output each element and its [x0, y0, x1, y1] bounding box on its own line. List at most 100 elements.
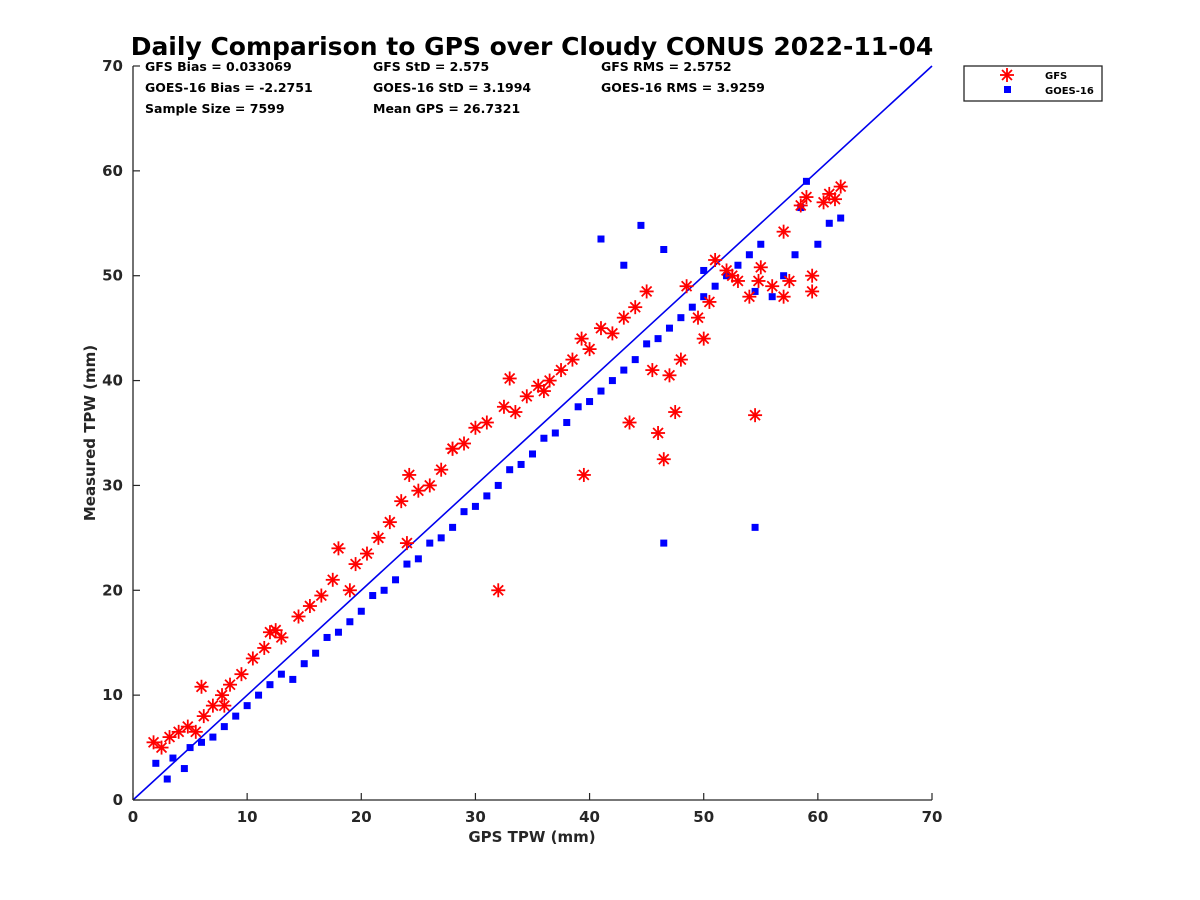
goes16-point: [688, 303, 696, 311]
gfs-point: [816, 195, 831, 210]
goes16-point: [169, 754, 177, 762]
goes16-point: [745, 251, 753, 259]
goes16-point: [277, 670, 285, 678]
gfs-point: [268, 623, 283, 638]
y-tick-label: 50: [102, 267, 123, 285]
y-tick-label: 20: [102, 581, 123, 599]
gfs-point: [645, 363, 660, 378]
goes16-point: [751, 523, 759, 531]
legend-gfs-asterisk: [1000, 68, 1014, 82]
gfs-point: [291, 609, 306, 624]
x-axis-ticks: 0 10 20 30 40 50 60 70: [128, 793, 942, 826]
goes16-point: [608, 377, 616, 385]
goes16-point: [643, 340, 651, 348]
gfs-point: [536, 384, 551, 399]
stat-gfs-rms: GFS RMS = 2.5752: [601, 59, 732, 74]
goes16-point: [380, 586, 388, 594]
x-tick-label: 30: [465, 808, 486, 826]
gfs-point: [751, 273, 766, 288]
goes16-point: [700, 293, 708, 301]
gfs-point: [196, 709, 211, 724]
goes16-point: [334, 628, 342, 636]
goes16-point: [660, 539, 668, 547]
goes16-point: [654, 335, 662, 343]
goes16-point: [460, 508, 468, 516]
gfs-point: [257, 640, 272, 655]
gfs-point: [245, 651, 260, 666]
goes16-point: [403, 560, 411, 568]
y-tick-label: 0: [113, 791, 123, 809]
gfs-point: [622, 415, 637, 430]
goes16-point: [700, 266, 708, 274]
goes16-point: [437, 534, 445, 542]
goes16-point: [232, 712, 240, 720]
gfs-point: [215, 688, 230, 703]
y-tick-label: 30: [102, 476, 123, 494]
x-tick-label: 50: [693, 808, 714, 826]
y-tick-label: 70: [102, 57, 123, 75]
goes16-point: [597, 235, 605, 243]
gfs-point: [180, 719, 195, 734]
goes16-point: [426, 539, 434, 547]
gfs-point: [382, 515, 397, 530]
goes16-point: [540, 434, 548, 442]
gfs-point: [656, 452, 671, 467]
gfs-point: [799, 190, 814, 205]
stat-goes16-bias: GOES-16 Bias = -2.2751: [145, 80, 313, 95]
stat-gfs-bias: GFS Bias = 0.033069: [145, 59, 292, 74]
gfs-point: [782, 273, 797, 288]
gfs-point: [502, 371, 517, 386]
gfs-point: [402, 467, 417, 482]
goes16-point: [471, 502, 479, 510]
gfs-point: [605, 326, 620, 341]
gfs-point: [146, 735, 161, 750]
goes16-point: [449, 523, 457, 531]
x-axis-label: GPS TPW (mm): [468, 828, 595, 846]
gfs-point: [574, 331, 589, 346]
gfs-point: [371, 530, 386, 545]
goes16-point: [825, 219, 833, 227]
goes16-point: [209, 733, 217, 741]
goes16-point: [660, 246, 668, 253]
goes16-point: [289, 675, 297, 683]
gfs-point: [725, 268, 740, 283]
chart-title: Daily Comparison to GPS over Cloudy CONU…: [131, 32, 934, 61]
stat-goes16-rms: GOES-16 RMS = 3.9259: [601, 80, 765, 95]
gfs-point: [565, 352, 580, 367]
goes16-point: [323, 633, 331, 641]
gfs-point: [805, 284, 820, 299]
goes16-point: [312, 649, 320, 657]
series-gfs: [146, 179, 848, 755]
gfs-point: [457, 436, 472, 451]
legend: GFS GOES-16: [963, 65, 1103, 102]
series-goes16: [152, 177, 845, 783]
y-axis-label: Measured TPW (mm): [81, 345, 99, 521]
gfs-point: [748, 408, 763, 423]
goes16-point: [243, 702, 251, 710]
gfs-point: [696, 331, 711, 346]
gfs-point: [776, 289, 791, 304]
goes16-point: [665, 324, 673, 332]
goes16-point: [266, 681, 274, 689]
goes16-point: [494, 481, 502, 489]
y-tick-label: 10: [102, 686, 123, 704]
goes16-point: [346, 618, 354, 626]
goes16-point: [506, 466, 514, 474]
goes16-point: [414, 555, 422, 563]
goes16-point: [369, 592, 377, 600]
x-tick-label: 10: [237, 808, 258, 826]
statistics-block: GFS Bias = 0.033069 GFS StD = 2.575 GFS …: [145, 59, 765, 116]
goes16-point: [220, 723, 228, 731]
legend-goes16-label: GOES-16: [1045, 86, 1094, 97]
goes16-point: [637, 221, 645, 229]
goes16-point: [837, 214, 845, 222]
goes16-point: [780, 272, 788, 280]
goes16-point: [392, 576, 400, 584]
gfs-point: [542, 373, 557, 388]
gfs-point: [765, 279, 780, 294]
gfs-point: [234, 667, 249, 682]
goes16-point: [802, 177, 810, 185]
goes16-point: [768, 293, 776, 301]
y-axis-ticks: 0 10 20 30 40 50 60 70: [102, 57, 140, 809]
gfs-point: [496, 399, 511, 414]
